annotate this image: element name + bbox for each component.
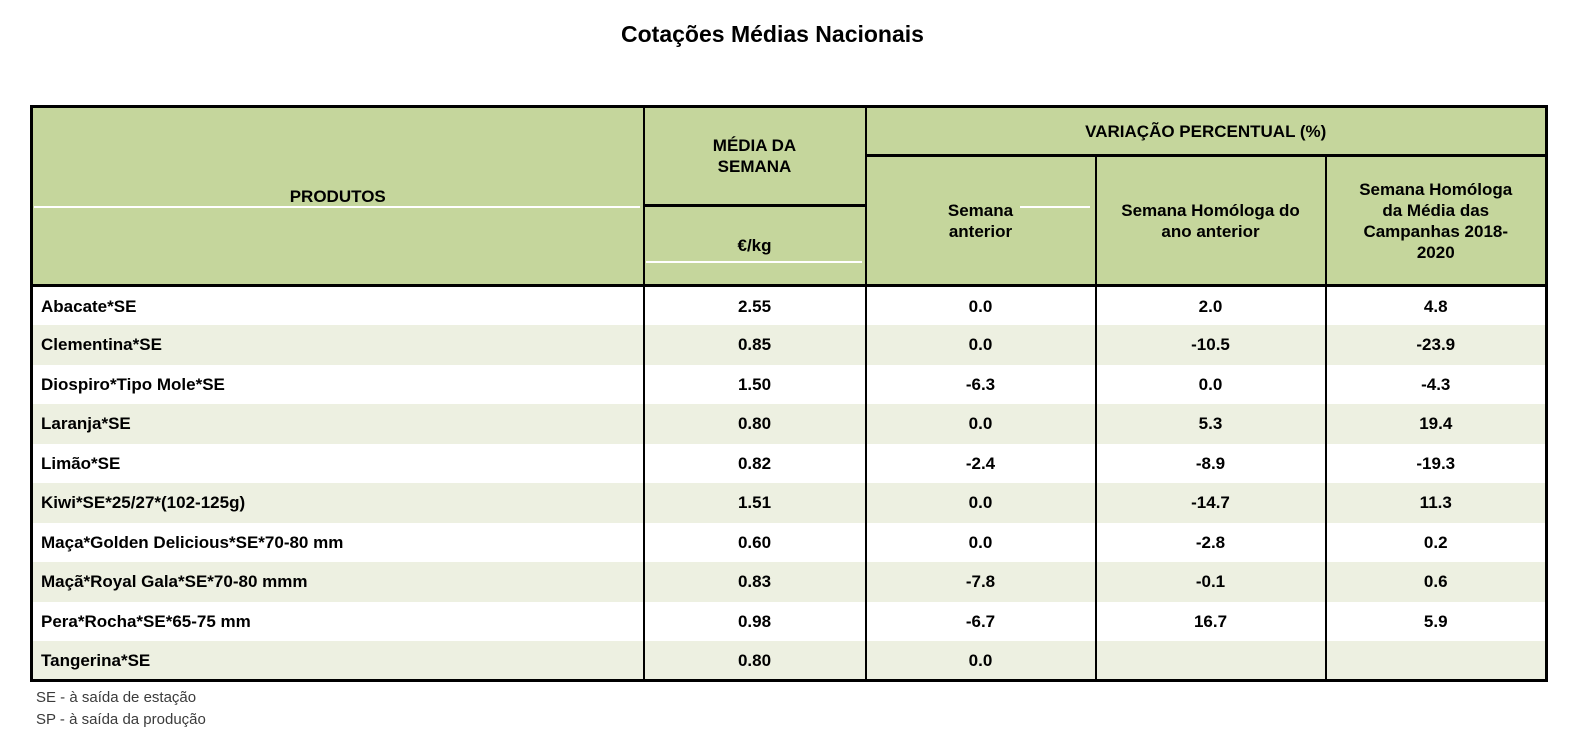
homologa-ano-cell: -2.8 [1094, 522, 1326, 562]
homologa-ano-cell: 0.0 [1094, 364, 1326, 404]
table-row: Kiwi*SE*25/27*(102-125g) 1.51 0.0 -14.7 … [30, 483, 1547, 523]
homologa-campanhas-cell: 4.8 [1324, 285, 1547, 325]
product-cell: Clementina*SE [30, 325, 644, 365]
col-header-produtos: PRODUTOS [30, 106, 644, 287]
col-header-homologa-campanhas-label: Semana Homóloga da Média das Campanhas 2… [1359, 179, 1513, 262]
product-cell: Maça*Golden Delicious*SE*70-80 mm [30, 522, 644, 562]
homologa-campanhas-cell: 0.6 [1324, 562, 1547, 602]
table-row: Pera*Rocha*SE*65-75 mm 0.98 -6.7 16.7 5.… [30, 601, 1547, 641]
product-cell: Laranja*SE [30, 404, 644, 444]
product-cell: Maçã*Royal Gala*SE*70-80 mmm [30, 562, 644, 602]
homologa-campanhas-cell: -19.3 [1324, 443, 1547, 483]
table-header: PRODUTOS MÉDIA DA SEMANA VARIAÇÃO PERCEN… [30, 106, 1547, 287]
semana-anterior-cell: 0.0 [864, 522, 1096, 562]
col-header-homologa-ano-label: Semana Homóloga do ano anterior [1121, 200, 1300, 241]
homologa-campanhas-cell: -23.9 [1324, 325, 1547, 365]
cotacoes-table: PRODUTOS MÉDIA DA SEMANA VARIAÇÃO PERCEN… [30, 105, 1548, 682]
table-row: Maçã*Royal Gala*SE*70-80 mmm 0.83 -7.8 -… [30, 562, 1547, 602]
homologa-ano-cell: -8.9 [1094, 443, 1326, 483]
header-row-2: Semana anterior Semana Homóloga do ano a… [32, 155, 1547, 287]
col-header-homologa-ano: Semana Homóloga do ano anterior [1094, 155, 1326, 287]
homologa-campanhas-cell: 11.3 [1324, 483, 1547, 523]
homologa-campanhas-cell [1324, 641, 1547, 681]
col-header-unidade: €/kg [642, 205, 866, 287]
gridline-artifact [646, 261, 862, 263]
homologa-ano-cell: -0.1 [1094, 562, 1326, 602]
semana-anterior-cell: 0.0 [864, 285, 1096, 325]
table-row: Maça*Golden Delicious*SE*70-80 mm 0.60 0… [30, 522, 1547, 562]
media-cell: 0.83 [642, 562, 866, 602]
product-cell: Pera*Rocha*SE*65-75 mm [30, 601, 644, 641]
media-cell: 2.55 [642, 285, 866, 325]
media-cell: 0.85 [642, 325, 866, 365]
col-header-media-semana-label: MÉDIA DA SEMANA [712, 136, 797, 176]
gridline-artifact [34, 206, 640, 208]
media-cell: 1.50 [642, 364, 866, 404]
col-header-media-semana: MÉDIA DA SEMANA [642, 106, 866, 207]
col-header-homologa-campanhas: Semana Homóloga da Média das Campanhas 2… [1324, 155, 1547, 287]
col-header-variacao: VARIAÇÃO PERCENTUAL (%) [864, 106, 1547, 157]
semana-anterior-cell: -6.7 [864, 601, 1096, 641]
header-row-3: €/kg [32, 205, 1547, 287]
table-row: Tangerina*SE 0.80 0.0 [30, 641, 1547, 681]
page-title: Cotações Médias Nacionais [621, 21, 924, 47]
semana-anterior-cell: 0.0 [864, 404, 1096, 444]
footnote-se: SE - à saída de estação [36, 689, 197, 706]
homologa-ano-cell: 5.3 [1094, 404, 1326, 444]
semana-anterior-cell: -7.8 [864, 562, 1096, 602]
table-row: Clementina*SE 0.85 0.0 -10.5 -23.9 [30, 325, 1547, 365]
semana-anterior-cell: -2.4 [864, 443, 1096, 483]
homologa-ano-cell [1094, 641, 1326, 681]
table-row: Diospiro*Tipo Mole*SE 1.50 -6.3 0.0 -4.3 [30, 364, 1547, 404]
media-cell: 0.80 [642, 404, 866, 444]
col-header-semana-anterior-label: Semana anterior [947, 200, 1014, 241]
media-cell: 0.82 [642, 443, 866, 483]
media-cell: 0.60 [642, 522, 866, 562]
product-cell: Kiwi*SE*25/27*(102-125g) [30, 483, 644, 523]
media-cell: 0.98 [642, 601, 866, 641]
homologa-ano-cell: 16.7 [1094, 601, 1326, 641]
col-header-semana-anterior: Semana anterior [864, 155, 1096, 287]
media-cell: 1.51 [642, 483, 866, 523]
homologa-ano-cell: 2.0 [1094, 285, 1326, 325]
semana-anterior-cell: 0.0 [864, 483, 1096, 523]
table-body: Abacate*SE 2.55 0.0 2.0 4.8 Clementina*S… [30, 285, 1547, 681]
product-cell: Limão*SE [30, 443, 644, 483]
table-row: Laranja*SE 0.80 0.0 5.3 19.4 [30, 404, 1547, 444]
media-cell: 0.80 [642, 641, 866, 681]
footnote-sp: SP - à saída da produção [36, 711, 206, 728]
homologa-campanhas-cell: -4.3 [1324, 364, 1547, 404]
product-cell: Diospiro*Tipo Mole*SE [30, 364, 644, 404]
cotacoes-table-wrap: PRODUTOS MÉDIA DA SEMANA VARIAÇÃO PERCEN… [30, 105, 1548, 682]
product-cell: Tangerina*SE [30, 641, 644, 681]
gridline-artifact [1020, 206, 1090, 208]
homologa-campanhas-cell: 0.2 [1324, 522, 1547, 562]
homologa-campanhas-cell: 5.9 [1324, 601, 1547, 641]
homologa-ano-cell: -10.5 [1094, 325, 1326, 365]
homologa-campanhas-cell: 19.4 [1324, 404, 1547, 444]
table-row: Limão*SE 0.82 -2.4 -8.9 -19.3 [30, 443, 1547, 483]
product-cell: Abacate*SE [30, 285, 644, 325]
semana-anterior-cell: 0.0 [864, 325, 1096, 365]
table-row: Abacate*SE 2.55 0.0 2.0 4.8 [30, 285, 1547, 325]
semana-anterior-cell: -6.3 [864, 364, 1096, 404]
semana-anterior-cell: 0.0 [864, 641, 1096, 681]
header-row-1: PRODUTOS MÉDIA DA SEMANA VARIAÇÃO PERCEN… [30, 106, 1547, 287]
homologa-ano-cell: -14.7 [1094, 483, 1326, 523]
